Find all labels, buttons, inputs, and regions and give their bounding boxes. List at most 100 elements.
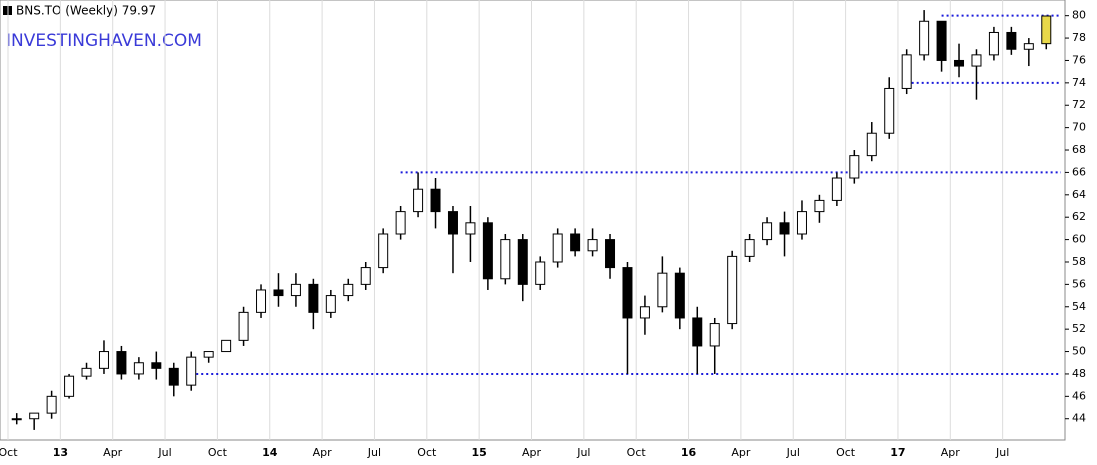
watermark: INVESTINGHAVEN.COM: [6, 31, 202, 51]
x-tick-label: Apr: [522, 446, 542, 459]
candle-body: [988, 31, 999, 56]
x-tick-label: Apr: [941, 446, 961, 459]
candle-body: [866, 132, 877, 157]
candle-body: [936, 20, 947, 61]
candle-body: [290, 283, 301, 297]
y-tick-label: 62: [1072, 210, 1086, 223]
candle-body: [674, 272, 685, 319]
x-tick-label: 16: [681, 446, 697, 459]
x-tick-label: Jul: [786, 446, 800, 459]
x-tick-label: Jul: [995, 446, 1009, 459]
x-tick-label: 13: [53, 446, 68, 459]
candle-body: [203, 351, 214, 358]
candle-body: [1041, 15, 1052, 45]
candle-body: [570, 233, 581, 252]
y-tick-label: 72: [1072, 98, 1086, 111]
y-tick-label: 44: [1072, 412, 1086, 425]
candle-body: [447, 211, 458, 235]
candle-body: [465, 222, 476, 235]
candle-body: [238, 311, 249, 341]
candle-body: [186, 356, 197, 386]
x-tick-label: 15: [471, 446, 486, 459]
candle-body: [81, 367, 92, 377]
candle-body: [395, 211, 406, 235]
candle-body: [343, 283, 354, 297]
x-tick-label: Oct: [208, 446, 228, 459]
candle-body: [779, 222, 790, 235]
candle-body: [709, 323, 720, 347]
candle-body: [360, 267, 371, 285]
y-tick-label: 78: [1072, 31, 1086, 44]
candle-body: [535, 261, 546, 285]
x-tick-label: Oct: [0, 446, 18, 459]
x-tick-label: Apr: [103, 446, 123, 459]
candle-body: [29, 412, 40, 420]
y-tick-label: 68: [1072, 143, 1086, 156]
x-tick-label: Oct: [417, 446, 437, 459]
candle-body: [1006, 31, 1017, 50]
y-tick-label: 64: [1072, 188, 1086, 201]
candle-body: [413, 188, 424, 213]
candle-body: [971, 54, 982, 67]
candle-body: [256, 289, 267, 313]
candle-body: [796, 211, 807, 235]
x-tick-label: 17: [890, 446, 905, 459]
candle-body: [325, 295, 336, 313]
y-tick-label: 70: [1072, 121, 1086, 134]
candle-body: [168, 367, 179, 386]
candle-body: [901, 54, 912, 89]
y-tick-label: 48: [1072, 367, 1086, 380]
x-tick-label: 14: [262, 446, 278, 459]
candle-body: [133, 362, 144, 375]
candle-body: [64, 375, 75, 397]
y-tick-label: 50: [1072, 345, 1086, 358]
candle-body: [98, 351, 109, 369]
candle-body: [273, 289, 284, 297]
candle-body: [482, 222, 493, 280]
y-tick-label: 56: [1072, 277, 1086, 290]
candle-body: [221, 339, 232, 353]
candle-body: [587, 239, 598, 252]
candle-body: [500, 239, 511, 280]
x-tick-label: Jul: [576, 446, 590, 459]
x-tick-label: Oct: [836, 446, 856, 459]
candle-body: [605, 239, 616, 269]
x-tick-label: Apr: [731, 446, 751, 459]
y-tick-label: 66: [1072, 165, 1086, 178]
chart-title: BNS.TO (Weekly) 79.97: [16, 4, 156, 18]
candle-body: [831, 177, 842, 201]
y-tick-label: 46: [1072, 389, 1086, 402]
plot-frame: [0, 0, 1066, 441]
candle-body: [744, 239, 755, 257]
y-tick-label: 76: [1072, 53, 1086, 66]
candle-body: [1023, 43, 1034, 50]
candle-body: [116, 351, 127, 375]
candle-body: [919, 20, 930, 56]
candle-body: [151, 362, 162, 369]
candle-body: [692, 317, 703, 347]
y-tick-label: 80: [1072, 9, 1086, 22]
candle-body: [378, 233, 389, 269]
x-tick-label: Jul: [367, 446, 381, 459]
candle-body: [762, 222, 773, 241]
y-tick-label: 60: [1072, 233, 1086, 246]
candle-body: [622, 267, 633, 319]
x-tick-label: Oct: [627, 446, 647, 459]
candle-body: [517, 239, 528, 285]
candle-body: [657, 272, 668, 308]
candle-body: [308, 283, 319, 313]
candle-body: [639, 306, 650, 319]
candle-body: [849, 155, 860, 179]
candle-body: [552, 233, 563, 263]
candle-body: [954, 59, 965, 67]
x-tick-label: Apr: [313, 446, 333, 459]
y-tick-label: 74: [1072, 76, 1086, 89]
y-tick-label: 54: [1072, 300, 1086, 313]
y-tick-label: 58: [1072, 255, 1086, 268]
candle-body: [46, 395, 57, 414]
candle-body: [814, 199, 825, 213]
candle-body: [727, 255, 738, 325]
candle-body: [884, 87, 895, 134]
x-tick-label: Jul: [157, 446, 171, 459]
